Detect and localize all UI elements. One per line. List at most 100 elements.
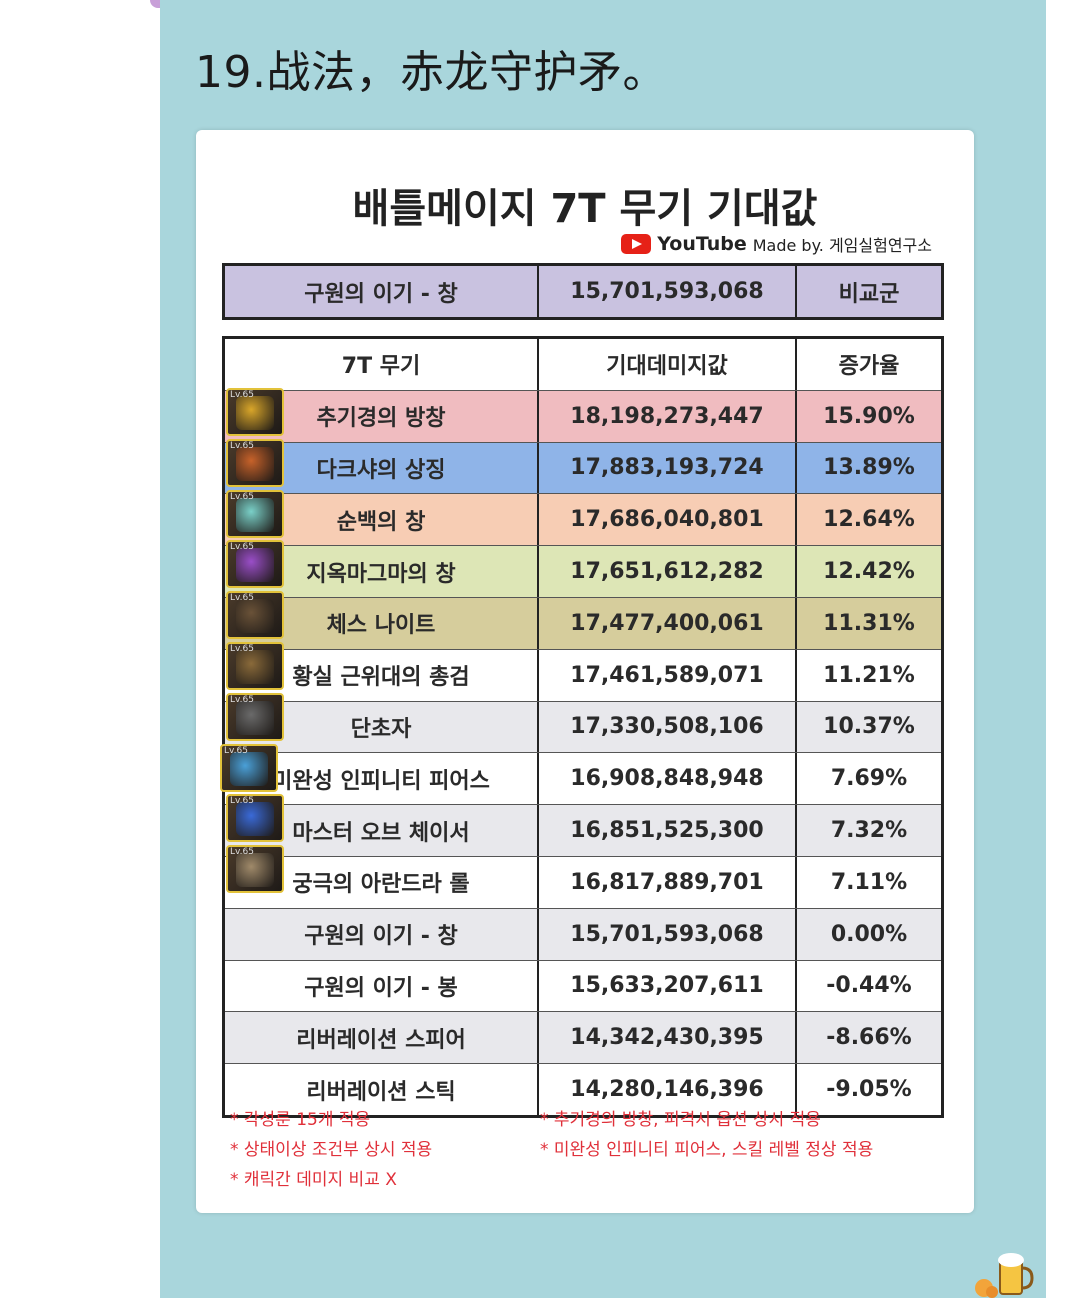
weapon-name-cell: 황실 근위대의 총검 <box>225 649 539 701</box>
card-title: 배틀메이지 7T 무기 기대값 <box>352 186 818 232</box>
icon-art <box>236 396 274 430</box>
icon-level-label: Lv.65 <box>230 694 254 705</box>
table-row: 체스 나이트 17,477,400,061 11.31% <box>225 597 941 650</box>
damage-value-cell: 14,342,430,395 <box>539 1012 797 1064</box>
increase-rate-cell: 7.32% <box>830 818 908 844</box>
increase-rate-cell: -8.66% <box>826 1025 912 1051</box>
icon-level-label: Lv.65 <box>230 440 254 451</box>
table-row: 다크샤의 상징 17,883,193,724 13.89% <box>225 442 941 495</box>
footnote: * 상태이상 조건부 상시 적용 <box>230 1140 433 1160</box>
icon-art <box>236 853 274 888</box>
damage-value-cell: 17,883,193,724 <box>539 442 797 494</box>
header-weapon: 7T 무기 <box>225 339 539 390</box>
increase-rate-cell: 13.89% <box>823 455 915 481</box>
damage-value-cell: 17,461,589,071 <box>539 649 797 701</box>
ranking-image-card[interactable]: 배틀메이지 7T 무기 기대값 YouTube Made by. 게임실험연구소… <box>196 130 974 1213</box>
damage-value-cell: 16,851,525,300 <box>539 805 797 856</box>
icon-art <box>236 446 274 481</box>
increase-rate-cell: 11.21% <box>823 662 915 688</box>
increase-rate-cell: -9.05% <box>826 1077 912 1103</box>
damage-value-cell: 14,280,146,396 <box>539 1064 797 1115</box>
icon-level-label: Lv.65 <box>224 745 248 756</box>
damage-value-cell: 17,477,400,061 <box>539 597 797 649</box>
beer-sticker-icon <box>975 1253 1034 1298</box>
footnote: * 각성룬 15개 적용 <box>230 1110 371 1130</box>
table-row: 리버레이션 스피어 14,342,430,395 -8.66% <box>225 1012 941 1065</box>
table-row: 구원의 이기 - 봉 15,633,207,611 -0.44% <box>225 960 941 1013</box>
increase-rate-cell: 12.64% <box>823 507 915 533</box>
youtube-label: YouTube <box>657 233 747 255</box>
bayonet-icon: Lv.65 <box>226 642 284 690</box>
spear-gold-icon: Lv.65 <box>226 388 284 436</box>
icon-level-label: Lv.65 <box>230 390 254 400</box>
weapon-name-cell: 추기경의 방창 <box>225 390 539 442</box>
icon-level-label: Lv.65 <box>230 593 254 604</box>
increase-rate-cell: 12.42% <box>823 559 915 585</box>
table-row: 지옥마그마의 창 17,651,612,282 12.42% <box>225 546 941 598</box>
reference-value: 15,701,593,068 <box>539 266 797 317</box>
post-caption: 19.战法，赤龙守护矛。 <box>195 47 667 98</box>
weapon-name-cell: 리버레이션 스틱 <box>225 1064 539 1115</box>
icon-level-label: Lv.65 <box>230 542 254 553</box>
credit-text: Made by. 게임실험연구소 <box>752 236 932 255</box>
footnote: * 미완성 인피니티 피어스, 스킬 레벨 정상 적용 <box>540 1140 874 1160</box>
header-damage: 기대데미지값 <box>539 339 797 390</box>
staff-icon: Lv.65 <box>226 692 284 741</box>
increase-rate-cell: 7.11% <box>830 869 908 895</box>
table-row: 순백의 창 17,686,040,801 12.64% <box>225 494 941 547</box>
table-row: 리버레이션 스틱 14,280,146,396 -9.05% <box>225 1064 941 1115</box>
weapon-name-cell: 단초자 <box>225 701 539 753</box>
weapon-name-cell: 다크샤의 상징 <box>225 442 539 494</box>
icon-level-label: Lv.65 <box>230 796 254 807</box>
icon-art <box>236 802 274 837</box>
weapon-name-cell: 마스터 오브 체이서 <box>225 805 539 856</box>
white-spear-icon: Lv.65 <box>226 489 284 538</box>
increase-rate-cell: 11.31% <box>823 610 915 636</box>
damage-value-cell: 17,330,508,106 <box>539 701 797 753</box>
weapon-name-cell: 구원의 이기 - 창 <box>225 908 539 960</box>
table-row: 마스터 오브 체이서 16,851,525,300 7.32% <box>225 805 941 857</box>
damage-value-cell: 17,651,612,282 <box>539 546 797 597</box>
youtube-icon <box>621 234 652 254</box>
damage-value-cell: 15,633,207,611 <box>539 960 797 1012</box>
book-icon: Lv.65 <box>226 438 284 487</box>
icon-art <box>236 548 274 583</box>
footnote: * 캐릭간 데미지 비교 X <box>230 1170 397 1190</box>
reference-row: 구원의 이기 - 창 15,701,593,068 비교군 <box>222 263 944 320</box>
weapon-name-cell: 리버레이션 스피어 <box>225 1012 539 1064</box>
weapon-name-cell: 궁극의 아란드라 롤 <box>225 856 539 908</box>
pierce-icon: Lv.65 <box>220 743 278 792</box>
chess-knight-icon: Lv.65 <box>226 591 284 640</box>
increase-rate-cell: -0.44% <box>826 973 912 999</box>
weapon-name-cell: 구원의 이기 - 봉 <box>225 960 539 1012</box>
icon-level-label: Lv.65 <box>230 491 254 502</box>
increase-rate-cell: 15.90% <box>823 403 915 429</box>
weapon-table: 7T 무기 기대데미지값 증가율 추기경의 방창 18,198,273,447 15… <box>222 336 944 1118</box>
chaser-icon: Lv.65 <box>226 794 284 843</box>
increase-rate-cell: 7.69% <box>830 766 908 792</box>
icon-art <box>236 700 274 735</box>
damage-value-cell: 15,701,593,068 <box>539 908 797 960</box>
damage-value-cell: 16,817,889,701 <box>539 856 797 908</box>
increase-rate-cell: 0.00% <box>830 921 908 947</box>
footnote: * 추기경의 방창, 피격시 옵션 상시 적용 <box>540 1110 821 1130</box>
orb-icon: Lv.65 <box>226 845 284 894</box>
icon-level-label: Lv.65 <box>230 644 254 654</box>
table-row: 궁극의 아란드라 롤 16,817,889,701 7.11% <box>225 856 941 909</box>
weapon-name-cell: 체스 나이트 <box>225 597 539 649</box>
weapon-name-cell: 미완성 인피니티 피어스 <box>225 753 539 805</box>
icon-art <box>236 497 274 532</box>
icon-art <box>230 751 268 786</box>
table-row: 미완성 인피니티 피어스 16,908,848,948 7.69% <box>225 753 941 806</box>
damage-value-cell: 16,908,848,948 <box>539 753 797 805</box>
credit-line: YouTube Made by. 게임실험연구소 <box>621 232 932 256</box>
weapon-name-cell: 순백의 창 <box>225 494 539 546</box>
damage-value-cell: 18,198,273,447 <box>539 390 797 442</box>
table-row: 단초자 17,330,508,106 10.37% <box>225 701 941 754</box>
table-header-row: 7T 무기 기대데미지값 증가율 <box>225 339 941 391</box>
icon-art <box>236 599 274 634</box>
header-rate: 증가율 <box>838 354 900 380</box>
increase-rate-cell: 10.37% <box>823 714 915 740</box>
table-row: 추기경의 방창 18,198,273,447 15.90% <box>225 390 941 443</box>
weapon-name-cell: 지옥마그마의 창 <box>225 546 539 597</box>
